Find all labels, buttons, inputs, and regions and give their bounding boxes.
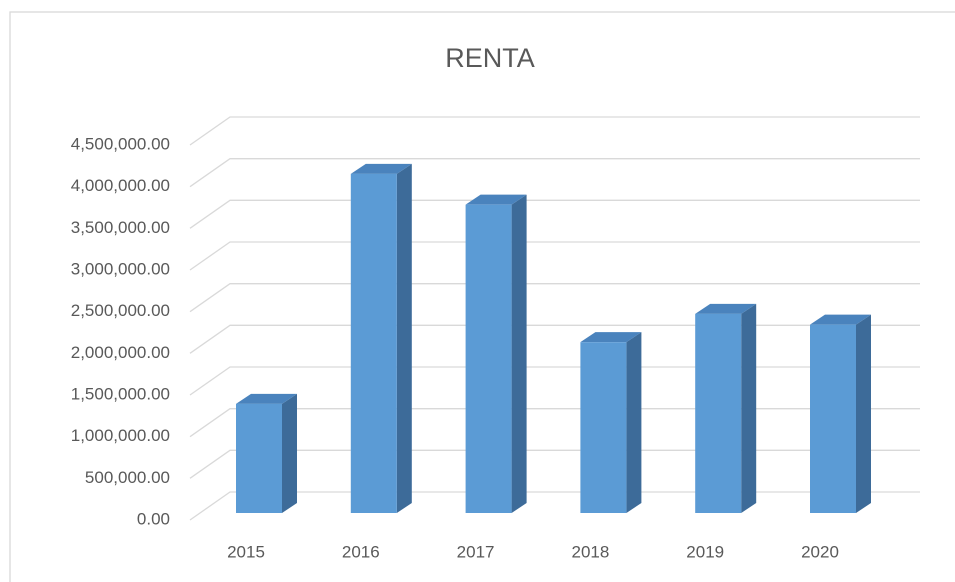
grid-line <box>189 408 920 438</box>
bar-side <box>626 332 642 513</box>
bar-side <box>511 194 527 513</box>
grid-line <box>189 366 920 396</box>
bar-side <box>396 163 412 514</box>
bar <box>350 173 397 514</box>
bar-top <box>695 303 757 314</box>
y-tick-label: 2,000,000.00 <box>71 343 170 362</box>
y-tick-label: 3,500,000.00 <box>71 218 170 237</box>
grid-line <box>189 116 920 146</box>
chart-title: RENTA <box>445 43 535 73</box>
grid-line <box>189 449 920 479</box>
bar <box>236 403 282 513</box>
grid-line <box>189 199 920 229</box>
bar-top <box>580 332 642 343</box>
bar <box>695 313 742 513</box>
y-tick-label: 1,500,000.00 <box>71 384 170 403</box>
y-tick-label: 1,000,000.00 <box>71 426 170 445</box>
bar-top <box>236 393 297 404</box>
x-tick-label: 2017 <box>457 542 495 561</box>
bar-top <box>350 163 412 174</box>
y-tick-label: 2,500,000.00 <box>71 301 170 320</box>
y-tick-label: 4,000,000.00 <box>71 176 170 195</box>
bar <box>465 204 512 513</box>
grid-line <box>189 283 920 313</box>
y-tick-label: 3,000,000.00 <box>71 259 170 278</box>
x-tick-label: 2019 <box>686 542 724 561</box>
y-tick-label: 500,000.00 <box>85 468 170 487</box>
bar-top <box>465 194 527 205</box>
grid-line <box>189 491 920 521</box>
y-tick-label: 4,500,000.00 <box>71 134 170 153</box>
bar-side <box>856 314 871 513</box>
bar-side <box>741 303 757 513</box>
grid-line <box>189 324 920 354</box>
grid-line <box>189 241 920 271</box>
bar <box>810 324 856 513</box>
y-tick-label: 0.00 <box>137 509 170 528</box>
bar-side <box>282 393 297 513</box>
x-tick-label: 2016 <box>342 542 380 561</box>
bar <box>580 342 627 513</box>
x-tick-label: 2018 <box>571 542 609 561</box>
x-tick-label: 2020 <box>801 542 839 561</box>
x-tick-label: 2015 <box>227 542 265 561</box>
grid-line <box>189 158 920 188</box>
bar-top <box>810 314 871 325</box>
